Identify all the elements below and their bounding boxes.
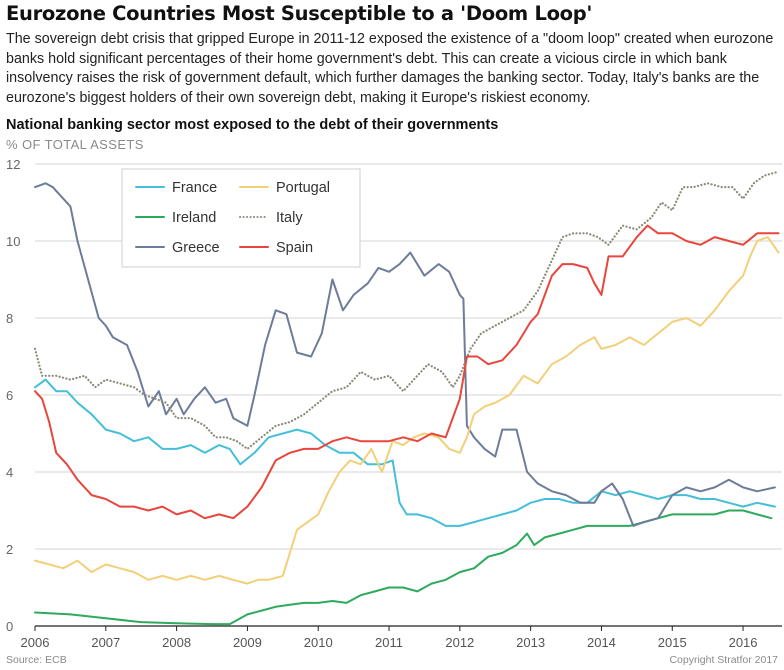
series-line-greece	[34, 182, 776, 527]
legend-label-france: France	[172, 180, 217, 196]
x-tick-label-2008: 2008	[162, 635, 191, 650]
legend-label-ireland: Ireland	[172, 210, 216, 226]
legend-label-portugal: Portugal	[276, 180, 330, 196]
chart-subtitle: National banking sector most exposed to …	[6, 117, 499, 133]
source-note: Source: ECB	[6, 654, 67, 666]
x-tick-label-2015: 2015	[658, 635, 687, 650]
y-axis-labels: 0 2 4 6 8 10 12	[6, 157, 20, 634]
y-tick-label-12: 12	[6, 157, 20, 172]
series-line-france	[34, 378, 776, 527]
x-tick-label-2010: 2010	[304, 635, 333, 650]
x-tick-label-2007: 2007	[91, 635, 120, 650]
legend-label-italy: Italy	[276, 210, 303, 226]
series-line-portugal	[34, 236, 780, 585]
x-tick-label-2013: 2013	[516, 635, 545, 650]
y-tick-label-0: 0	[6, 619, 13, 634]
chart-description: The sovereign debt crisis that gripped E…	[6, 31, 774, 106]
y-tick-label-4: 4	[6, 465, 13, 480]
y-tick-label-10: 10	[6, 234, 20, 249]
series-line-spain	[34, 224, 780, 520]
legend: France Portugal Ireland Italy Greece Spain	[121, 168, 361, 268]
series-lines	[33, 170, 780, 626]
y-tick-label-8: 8	[6, 311, 13, 326]
x-axis: 2006 2007 2008 2009 2010 2011 2012 2013 2014 2015…	[21, 625, 782, 650]
gridlines	[35, 163, 782, 550]
x-tick-label-2006: 2006	[21, 635, 50, 650]
legend-label-spain: Spain	[276, 240, 313, 256]
y-tick-label-2: 2	[6, 542, 13, 557]
copyright-note: Copyright Stratfor 2017	[669, 654, 778, 666]
x-tick-label-2012: 2012	[445, 635, 474, 650]
x-tick-label-2011: 2011	[375, 635, 403, 650]
chart-title: Eurozone Countries Most Susceptible to a…	[6, 2, 593, 25]
x-tick-label-2009: 2009	[233, 635, 262, 650]
y-tick-label-6: 6	[6, 388, 13, 403]
x-tick-label-2016: 2016	[729, 635, 758, 650]
series-line-ireland	[34, 509, 773, 626]
y-axis-units: % OF TOTAL ASSETS	[6, 137, 144, 152]
x-tick-label-2014: 2014	[587, 635, 616, 650]
series-line-italy	[33, 170, 780, 450]
legend-label-greece: Greece	[172, 240, 220, 256]
